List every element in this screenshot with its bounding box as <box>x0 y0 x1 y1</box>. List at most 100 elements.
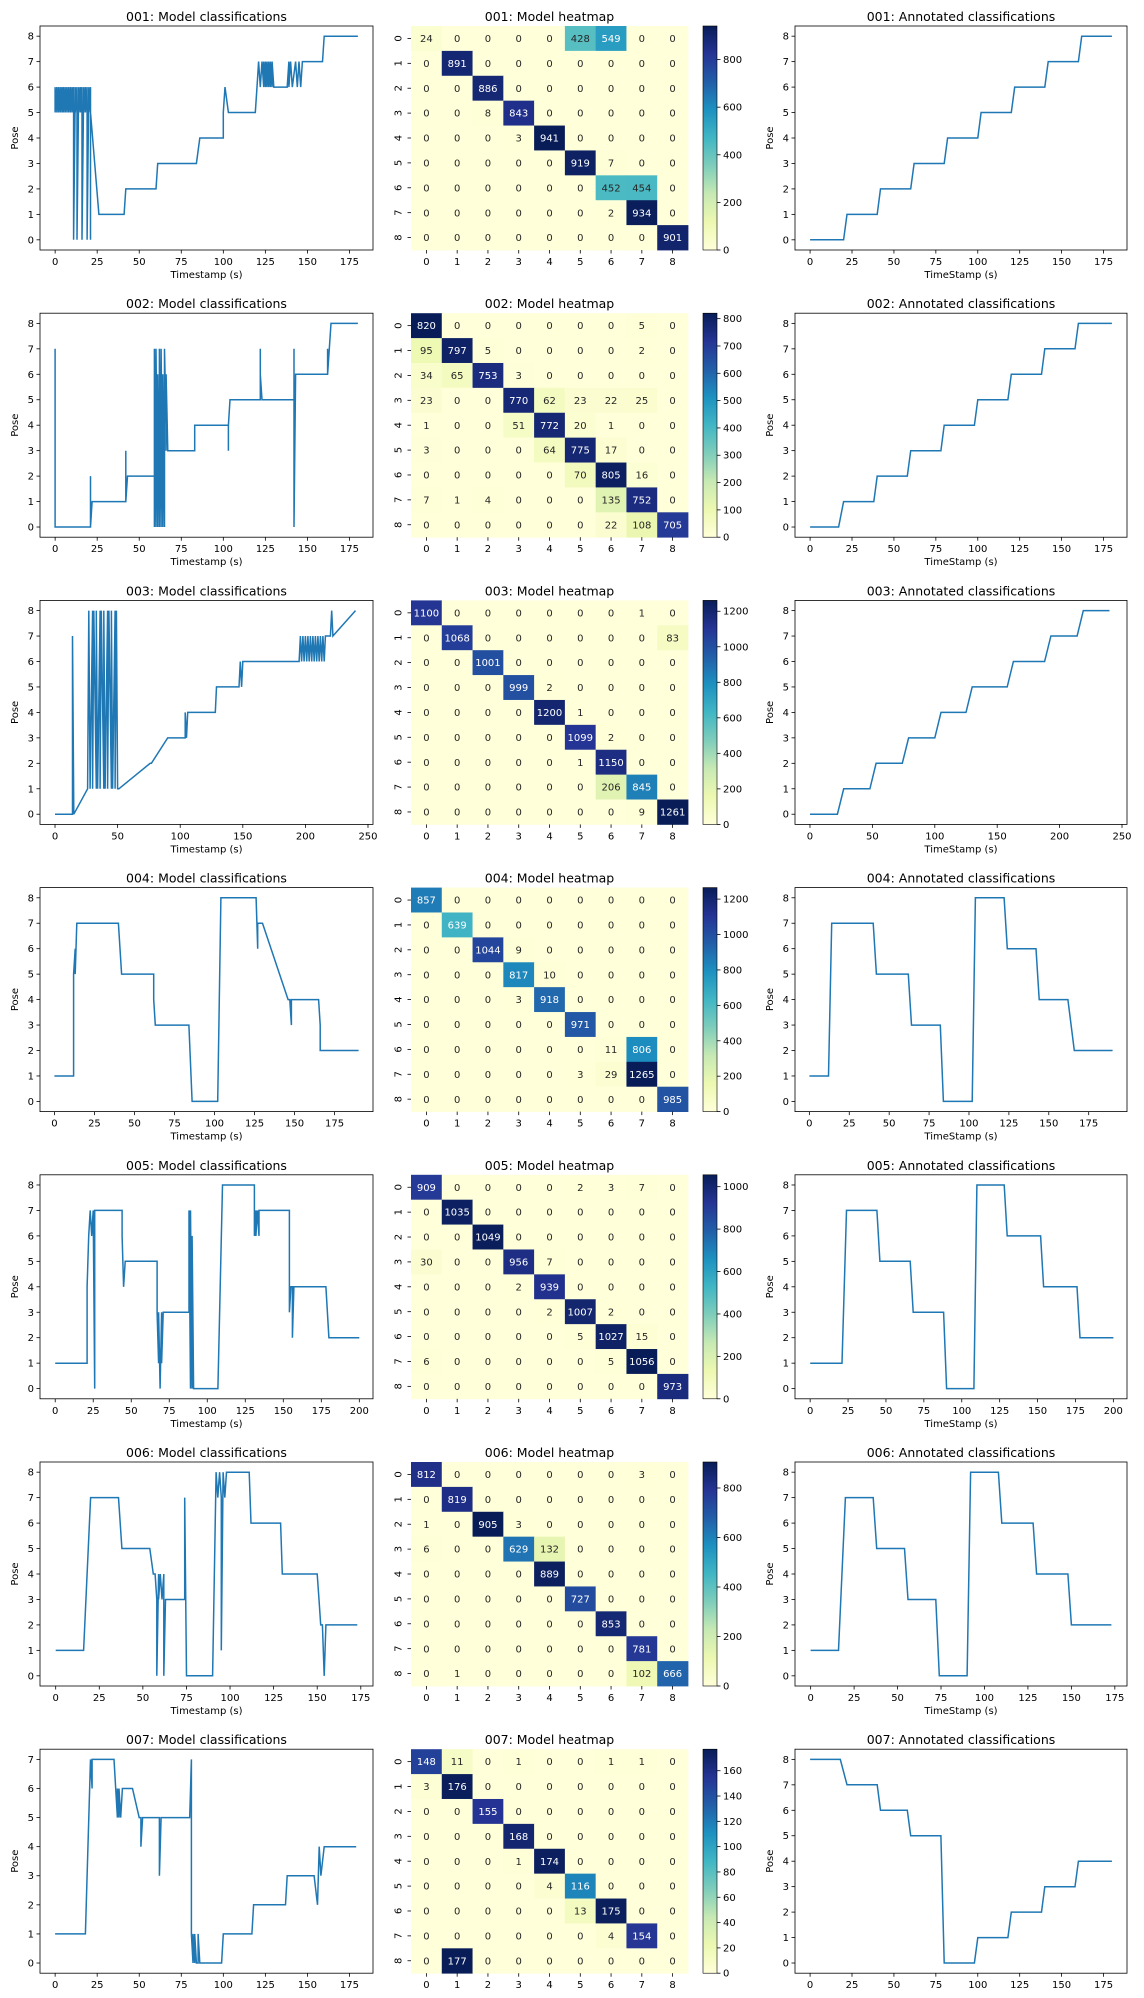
colorbar-tick-label: 1000 <box>723 1182 748 1193</box>
heatmap-cell <box>503 75 535 102</box>
cell-value: 0 <box>577 921 583 932</box>
cell-value: 0 <box>669 321 675 332</box>
heatmap-cell <box>564 912 597 938</box>
cell-value: 0 <box>423 945 429 956</box>
series-line <box>809 897 1113 1103</box>
heatmap-cell <box>411 1036 443 1063</box>
heatmap-cell <box>472 625 504 651</box>
cell-value: 0 <box>546 346 552 357</box>
cell-value: 0 <box>546 1233 552 1244</box>
x-tick-label: 1 <box>454 544 460 555</box>
heatmap-cell <box>564 412 597 439</box>
cell-value: 0 <box>639 84 645 95</box>
heatmap-cell <box>411 625 443 651</box>
cell-value: 0 <box>639 1594 645 1605</box>
cell-value: 0 <box>546 1520 552 1531</box>
heatmap-cell <box>472 1536 504 1562</box>
heatmap-cell <box>441 338 473 364</box>
cell-value: 0 <box>577 1782 583 1793</box>
heatmap-cell <box>564 175 597 201</box>
cell-value: 0 <box>423 658 429 669</box>
cell-value: 971 <box>571 1020 590 1031</box>
cell-value: 8 <box>485 109 491 120</box>
cell-value: 0 <box>608 1594 614 1605</box>
x-tick-label: 150 <box>233 831 252 842</box>
x-tick-label: 3 <box>516 257 522 268</box>
y-tick-label: 4 <box>28 708 34 719</box>
x-axis-label: TimeStamp (s) <box>923 557 997 568</box>
cell-value: 1 <box>608 1757 614 1768</box>
heatmap-cell <box>626 487 658 513</box>
cell-value: 0 <box>669 1882 675 1893</box>
x-tick-label: 5 <box>577 1980 583 1991</box>
heatmap-cell <box>595 1848 627 1875</box>
x-tick-label: 0 <box>52 544 58 555</box>
heatmap-cell <box>411 462 443 488</box>
cell-value: 0 <box>454 1619 460 1630</box>
heatmap-cell <box>441 362 473 389</box>
y-tick-label: 7 <box>28 919 34 930</box>
heatmap-cell <box>534 338 566 364</box>
y-tick-label: 0 <box>28 235 34 246</box>
cell-value: 0 <box>639 1545 645 1556</box>
cell-value: 2 <box>516 1282 522 1293</box>
heatmap-cell <box>626 225 658 251</box>
y-tick-label: 6 <box>783 370 789 381</box>
heatmap-cell <box>657 912 689 938</box>
cell-value: 0 <box>669 783 675 794</box>
y-tick-label: 1 <box>783 1933 789 1944</box>
heatmap-cell <box>595 100 627 126</box>
cell-value: 905 <box>478 1520 497 1531</box>
chart-title: 005: Annotated classifications <box>867 1158 1056 1173</box>
heatmap-cell <box>626 1873 658 1899</box>
y-axis-label: Pose <box>765 1562 776 1585</box>
colorbar-tick-label: 100 <box>723 505 742 516</box>
heatmap-cell <box>472 412 504 439</box>
cell-value: 0 <box>608 1956 614 1967</box>
cell-value: 0 <box>577 1382 583 1393</box>
chart-title: 004: Model classifications <box>126 871 287 886</box>
y-tick-label: 5 <box>783 395 789 406</box>
y-axis-label: Pose <box>10 701 21 724</box>
cell-value: 0 <box>608 1470 614 1481</box>
heatmap-cell <box>657 412 689 439</box>
y-tick-label: 5 <box>28 108 34 119</box>
cell-value: 0 <box>423 1495 429 1506</box>
heatmap-cell <box>472 225 504 251</box>
cell-value: 0 <box>577 1619 583 1630</box>
heatmap-cell <box>657 1373 689 1400</box>
cell-value: 0 <box>639 1782 645 1793</box>
cell-value: 0 <box>669 1520 675 1531</box>
heatmap-cell <box>564 1224 597 1250</box>
x-tick-label: 0 <box>423 257 429 268</box>
cell-value: 886 <box>478 84 497 95</box>
heatmap-cell <box>503 1349 535 1375</box>
heatmap-cell <box>441 625 473 651</box>
heatmap-cell <box>472 1661 504 1687</box>
cell-value: 5 <box>639 321 645 332</box>
heatmap-cell <box>626 699 658 726</box>
colorbar-tick-label: 400 <box>723 1036 742 1047</box>
cell-value: 1 <box>423 1520 429 1531</box>
heatmap-cell <box>564 437 597 463</box>
y-tick-label: 7 <box>394 497 405 503</box>
colorbar-tick-label: 800 <box>723 314 742 325</box>
heatmap-cell <box>411 200 443 226</box>
y-tick-label: 0 <box>783 235 789 246</box>
x-tick-label: 200 <box>296 831 315 842</box>
cell-value: 0 <box>608 1095 614 1106</box>
y-tick-label: 3 <box>28 1871 34 1882</box>
cell-value: 0 <box>516 346 522 357</box>
heatmap-cell <box>657 600 689 626</box>
series-line <box>54 322 358 528</box>
heatmap-cell <box>472 50 504 77</box>
y-tick-label: 5 <box>28 970 34 981</box>
y-tick-label: 2 <box>394 659 405 665</box>
heatmap-cell <box>472 512 504 538</box>
series-line <box>810 1471 1112 1677</box>
